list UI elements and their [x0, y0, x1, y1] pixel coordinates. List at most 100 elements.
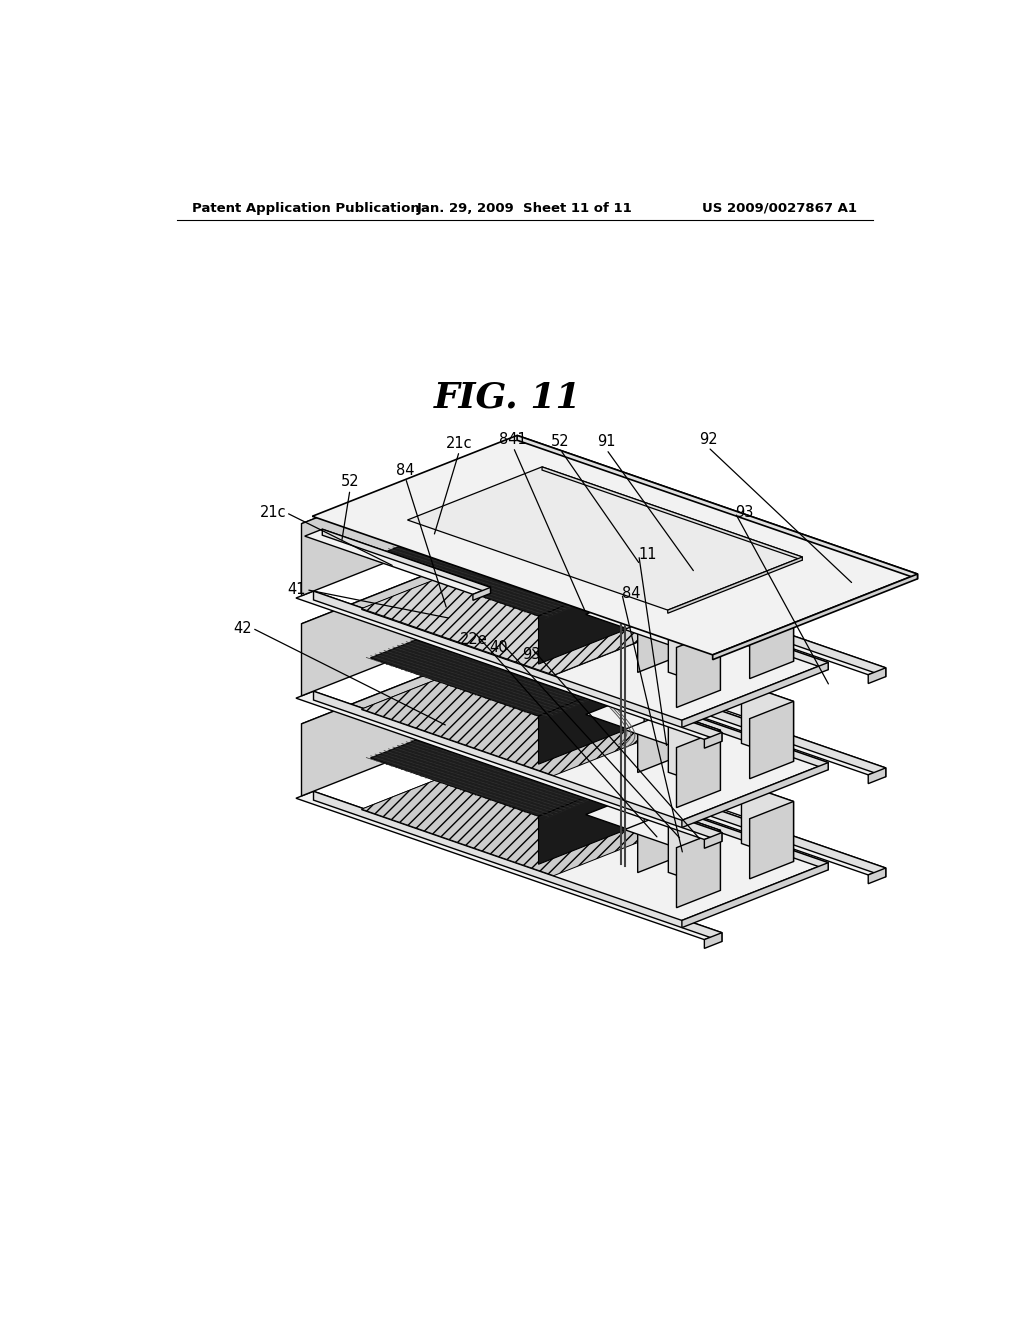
Polygon shape [705, 733, 722, 748]
Polygon shape [741, 583, 794, 661]
Text: US 2009/0027867 A1: US 2009/0027867 A1 [702, 202, 857, 215]
Text: 21c: 21c [259, 506, 286, 520]
Text: 11: 11 [639, 548, 657, 562]
Polygon shape [361, 550, 700, 675]
Polygon shape [638, 809, 696, 873]
Polygon shape [750, 701, 794, 779]
Polygon shape [586, 591, 696, 632]
Polygon shape [682, 863, 828, 928]
Polygon shape [301, 566, 447, 696]
Polygon shape [750, 601, 794, 678]
Polygon shape [371, 507, 668, 616]
Polygon shape [477, 726, 886, 876]
Polygon shape [638, 610, 696, 672]
Polygon shape [361, 751, 700, 875]
Text: 84: 84 [396, 463, 415, 478]
Polygon shape [868, 668, 886, 684]
Polygon shape [668, 557, 803, 614]
Polygon shape [301, 566, 508, 644]
Text: 52: 52 [551, 434, 569, 449]
Polygon shape [697, 684, 794, 718]
Polygon shape [705, 833, 722, 849]
Polygon shape [361, 752, 828, 920]
Polygon shape [625, 612, 720, 647]
Polygon shape [669, 713, 720, 791]
Polygon shape [296, 692, 722, 840]
Polygon shape [741, 784, 794, 862]
Polygon shape [499, 607, 668, 713]
Text: 841: 841 [500, 432, 527, 447]
Polygon shape [296, 791, 722, 940]
Polygon shape [460, 527, 886, 675]
Text: 93: 93 [735, 506, 754, 520]
Polygon shape [477, 527, 886, 677]
Polygon shape [301, 466, 447, 595]
Polygon shape [301, 667, 508, 744]
Text: 52: 52 [341, 474, 359, 490]
Polygon shape [644, 591, 696, 649]
Text: 41: 41 [288, 582, 306, 597]
Polygon shape [361, 552, 828, 721]
Polygon shape [669, 812, 720, 891]
Text: 40: 40 [489, 640, 508, 655]
Polygon shape [677, 730, 720, 808]
Polygon shape [539, 565, 668, 664]
Polygon shape [677, 830, 720, 908]
Polygon shape [477, 627, 886, 776]
Polygon shape [313, 591, 722, 742]
Polygon shape [447, 466, 508, 558]
Polygon shape [361, 651, 700, 776]
Polygon shape [705, 933, 722, 949]
Polygon shape [313, 692, 722, 841]
Text: FIG. 11: FIG. 11 [434, 380, 582, 414]
Polygon shape [644, 692, 696, 750]
Text: Patent Application Publication: Patent Application Publication [193, 202, 420, 215]
Text: 91: 91 [597, 434, 615, 449]
Polygon shape [508, 652, 828, 770]
Text: 92: 92 [698, 432, 718, 447]
Text: 42: 42 [233, 620, 252, 636]
Polygon shape [499, 507, 668, 614]
Polygon shape [473, 587, 490, 601]
Polygon shape [682, 763, 828, 828]
Polygon shape [539, 665, 668, 764]
Polygon shape [408, 467, 803, 610]
Polygon shape [508, 752, 828, 870]
Polygon shape [517, 436, 918, 579]
Polygon shape [371, 708, 668, 816]
Polygon shape [741, 684, 794, 762]
Polygon shape [371, 607, 668, 717]
Polygon shape [697, 583, 794, 619]
Polygon shape [305, 529, 490, 594]
Polygon shape [750, 801, 794, 879]
Polygon shape [542, 467, 803, 560]
Polygon shape [460, 726, 886, 875]
Polygon shape [301, 667, 447, 796]
Polygon shape [625, 812, 720, 847]
Polygon shape [713, 574, 918, 660]
Polygon shape [499, 708, 668, 813]
Polygon shape [460, 627, 886, 775]
Polygon shape [539, 766, 668, 865]
Text: 93: 93 [522, 647, 540, 663]
Polygon shape [301, 466, 508, 544]
Polygon shape [361, 652, 828, 820]
Polygon shape [361, 552, 700, 676]
Polygon shape [868, 768, 886, 784]
Text: 84: 84 [622, 586, 640, 601]
Polygon shape [625, 713, 720, 747]
Polygon shape [868, 869, 886, 884]
Polygon shape [313, 791, 722, 941]
Polygon shape [638, 709, 696, 772]
Polygon shape [447, 566, 508, 659]
Polygon shape [682, 663, 828, 727]
Polygon shape [447, 667, 508, 759]
Text: 21c: 21c [446, 436, 473, 451]
Polygon shape [586, 692, 696, 733]
Polygon shape [644, 792, 696, 850]
Polygon shape [508, 552, 828, 669]
Polygon shape [586, 792, 696, 833]
Polygon shape [669, 612, 720, 690]
Polygon shape [697, 784, 794, 818]
Polygon shape [296, 591, 722, 739]
